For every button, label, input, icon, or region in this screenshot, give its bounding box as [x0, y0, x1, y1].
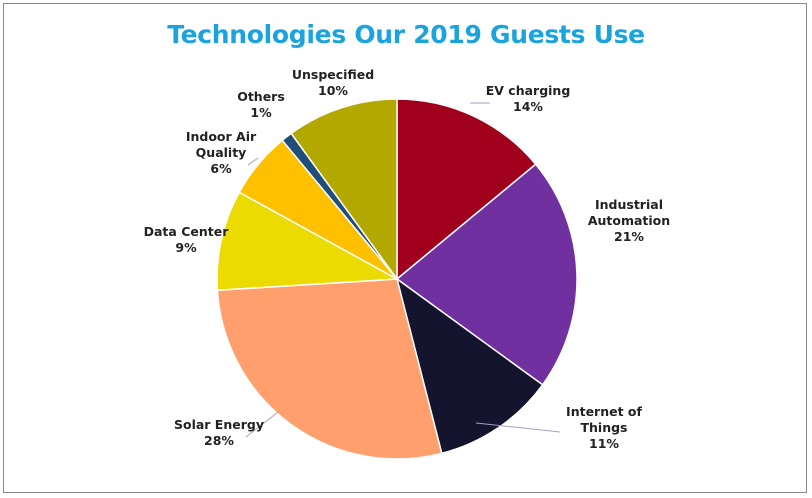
- slice-name-label: Internet of: [566, 404, 642, 419]
- leader-lines: [245, 102, 561, 438]
- slice-name-label: Data Center: [144, 224, 230, 239]
- slice-percent-label: 1%: [250, 105, 272, 120]
- slice-label: Unspecified 10%: [292, 67, 374, 98]
- slice-label: Indoor Air Quality 6%: [186, 129, 257, 176]
- slice-percent-label: 9%: [175, 240, 197, 255]
- leader-line: [475, 422, 561, 433]
- slice-name-label: Solar Energy: [174, 417, 264, 432]
- slice-name-label: Indoor Air: [186, 129, 257, 144]
- slice-name-label: Automation: [588, 213, 670, 228]
- slice-percent-label: 28%: [204, 433, 234, 448]
- slice-name-label: Others: [237, 89, 285, 104]
- pie-slice-industrial-automation: [395, 163, 578, 386]
- slice-label: Others 1%: [237, 89, 285, 120]
- slice-percent-label: 6%: [210, 161, 232, 176]
- pie-slices: [216, 98, 578, 460]
- slice-label: EV charging 14%: [486, 83, 571, 114]
- slice-name-label: Quality: [196, 145, 247, 160]
- slice-name-label: Unspecified: [292, 67, 374, 82]
- slice-percent-label: 21%: [614, 229, 644, 244]
- slice-percent-label: 14%: [513, 99, 543, 114]
- slice-label: Industrial Automation 21%: [588, 197, 670, 244]
- chart-title: Technologies Our 2019 Guests Use: [167, 20, 645, 49]
- pie-slice-unspecified: [290, 98, 398, 282]
- slice-label: Internet of Things 11%: [566, 404, 642, 451]
- slice-labels: EV charging 14% Industrial Automation 21% Int…: [144, 67, 671, 451]
- pie-slice-ev-charging: [396, 98, 537, 281]
- pie-slice-internet-of-things: [395, 277, 544, 455]
- pie-slice-solar-energy: [216, 278, 443, 460]
- slice-name-label: Things: [581, 420, 628, 435]
- slice-name-label: EV charging: [486, 83, 571, 98]
- slice-percent-label: 11%: [589, 436, 619, 451]
- slice-name-label: Industrial: [595, 197, 663, 212]
- pie-slice-data-center: [216, 191, 400, 292]
- slice-label: Solar Energy 28%: [174, 417, 264, 448]
- slice-label: Data Center 9%: [144, 224, 230, 255]
- slice-percent-label: 10%: [318, 83, 348, 98]
- leader-line: [245, 411, 279, 438]
- leader-line: [247, 157, 259, 166]
